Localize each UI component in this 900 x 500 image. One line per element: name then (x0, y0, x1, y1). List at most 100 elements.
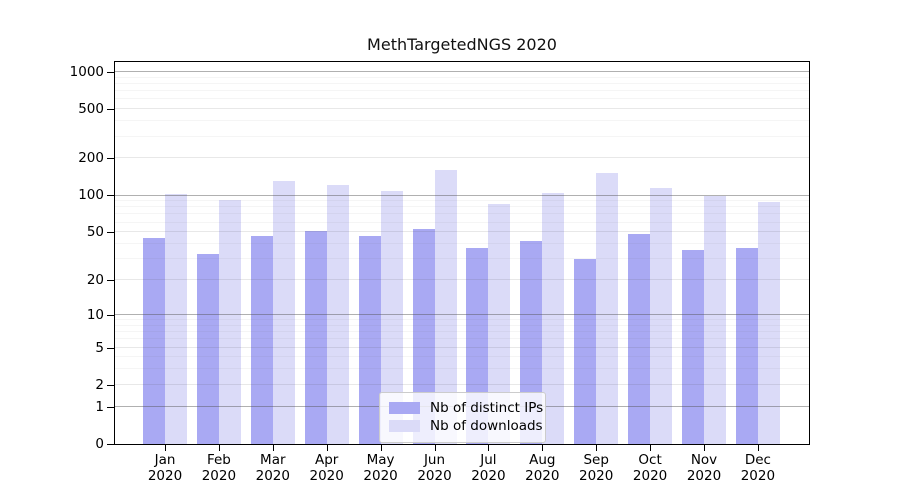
bar-nb-of-distinct-ips-jan-2020 (143, 237, 165, 444)
y-tick-mark-500 (107, 109, 114, 110)
x-tick-label-dec-2020: Dec 2020 (740, 452, 776, 484)
x-tick-mark-6 (434, 445, 436, 451)
y-tick-mark-2 (107, 385, 114, 386)
y-tick-mark-20 (107, 280, 114, 281)
bar-nb-of-downloads-jan-2020 (165, 194, 187, 444)
gridline-1000 (115, 70, 809, 72)
y-tick-label-50: 50 (86, 224, 104, 240)
x-tick-mark-4 (326, 445, 328, 451)
gridline-8 (115, 324, 809, 326)
bar-nb-of-downloads-may-2020 (380, 190, 403, 444)
gridline-500 (115, 108, 809, 110)
x-tick-mark-1 (165, 445, 166, 451)
bar-nb-of-distinct-ips-mar-2020 (250, 235, 273, 444)
y-tick-label-1: 1 (95, 399, 104, 415)
bar-nb-of-downloads-aug-2020 (542, 192, 565, 444)
gridline-700 (115, 90, 809, 92)
x-tick-label-mar-2020: Mar 2020 (255, 452, 290, 484)
bar-nb-of-downloads-apr-2020 (326, 185, 349, 444)
y-tick-mark-1000 (107, 72, 114, 73)
bar-nb-of-downloads-jun-2020 (434, 169, 457, 444)
x-tick-label-apr-2020: Apr 2020 (309, 452, 344, 484)
x-tick-label-jul-2020: Jul 2020 (471, 452, 506, 484)
bar-nb-of-downloads-nov-2020 (704, 196, 726, 444)
y-tick-label-0: 0 (95, 436, 104, 452)
gridline-3 (115, 368, 809, 370)
bar-nb-of-distinct-ips-feb-2020 (196, 254, 219, 444)
gridline-80 (115, 206, 809, 208)
gridline-90 (115, 200, 809, 202)
bar-nb-of-distinct-ips-jun-2020 (412, 229, 435, 444)
gridline-9 (115, 319, 809, 320)
y-tick-label-100: 100 (78, 187, 104, 203)
gridline-100 (115, 194, 809, 196)
bar-nb-of-downloads-mar-2020 (272, 180, 295, 444)
x-tick-mark-10 (650, 445, 652, 451)
x-tick-mark-7 (488, 445, 490, 451)
gridline-800 (115, 82, 809, 84)
x-tick-label-may-2020: May 2020 (363, 452, 398, 484)
gridline-7 (115, 331, 809, 332)
y-tick-label-200: 200 (78, 150, 104, 166)
bar-nb-of-downloads-dec-2020 (757, 202, 780, 444)
x-tick-mark-9 (596, 445, 598, 451)
gridline-4 (115, 356, 809, 358)
y-tick-mark-0 (107, 444, 114, 445)
gridline-6 (115, 338, 809, 340)
y-tick-mark-5 (107, 348, 114, 349)
plot-inner (115, 62, 809, 444)
legend: Nb of distinct IPs Nb of downloads (379, 392, 546, 443)
y-tick-label-20: 20 (86, 272, 104, 288)
gridline-300 (115, 135, 809, 137)
x-tick-mark-8 (542, 445, 544, 451)
x-tick-mark-3 (272, 445, 274, 451)
bar-nb-of-downloads-oct-2020 (650, 188, 673, 444)
bar-nb-of-downloads-sep-2020 (596, 172, 619, 444)
plot-area (114, 61, 810, 445)
gridline-2 (115, 383, 809, 385)
gridline-5 (115, 346, 809, 348)
y-tick-mark-50 (107, 232, 114, 233)
legend-swatch-distinct-ips (389, 402, 420, 414)
bar-nb-of-distinct-ips-nov-2020 (682, 249, 704, 444)
bar-nb-of-distinct-ips-may-2020 (358, 235, 381, 444)
gridline-400 (115, 120, 809, 122)
x-tick-label-jan-2020: Jan 2020 (147, 452, 183, 484)
gridline-200 (115, 157, 809, 159)
gridline-40 (115, 243, 809, 244)
x-tick-label-jun-2020: Jun 2020 (417, 452, 452, 484)
x-tick-mark-11 (704, 445, 705, 451)
x-tick-mark-2 (218, 445, 220, 451)
bar-nb-of-downloads-feb-2020 (218, 199, 241, 444)
legend-swatch-downloads (389, 420, 420, 432)
chart-title: MethTargetedNGS 2020 (367, 35, 557, 54)
bar-nb-of-distinct-ips-dec-2020 (735, 248, 758, 444)
gridline-900 (115, 76, 809, 78)
y-tick-mark-1 (107, 407, 114, 408)
y-tick-mark-100 (107, 195, 114, 196)
y-tick-mark-10 (107, 315, 114, 316)
legend-item-distinct-ips: Nb of distinct IPs (389, 400, 543, 416)
x-tick-label-nov-2020: Nov 2020 (686, 452, 722, 484)
x-tick-mark-12 (757, 445, 759, 451)
y-tick-mark-200 (107, 158, 114, 159)
bar-nb-of-distinct-ips-apr-2020 (304, 231, 327, 444)
legend-label-distinct-ips: Nb of distinct IPs (430, 400, 544, 416)
legend-label-downloads: Nb of downloads (430, 418, 543, 434)
gridline-50 (115, 231, 809, 233)
gridline-70 (115, 213, 809, 215)
gridline-20 (115, 279, 809, 280)
bar-nb-of-downloads-jul-2020 (488, 203, 511, 444)
x-tick-label-feb-2020: Feb 2020 (201, 452, 237, 484)
x-tick-label-oct-2020: Oct 2020 (632, 452, 668, 484)
x-tick-mark-5 (380, 445, 382, 451)
gridline-10 (115, 313, 809, 315)
y-tick-label-2: 2 (95, 377, 104, 393)
x-tick-label-aug-2020: Aug 2020 (525, 452, 560, 484)
y-tick-label-5: 5 (95, 340, 104, 356)
gridline-600 (115, 98, 809, 100)
bar-nb-of-distinct-ips-sep-2020 (574, 259, 597, 444)
y-tick-label-1000: 1000 (69, 64, 104, 80)
legend-item-downloads: Nb of downloads (389, 418, 543, 434)
